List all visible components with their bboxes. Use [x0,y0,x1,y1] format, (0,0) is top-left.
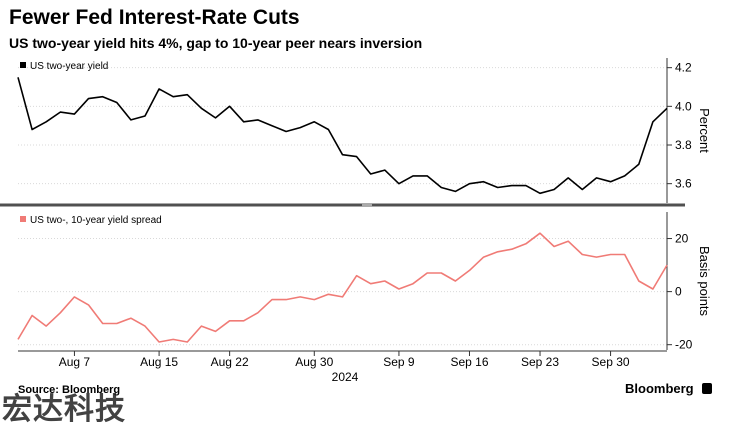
legend: US two-, 10-year yield spread [20,215,162,226]
x-tick-label: Aug 30 [295,355,333,369]
brand-logo: Bloomberg [625,381,694,396]
bloomberg-terminal-icon [702,383,712,394]
legend-label: US two-, 10-year yield spread [30,215,162,226]
y-tick-label: 3.8 [675,138,692,152]
legend-label: US two-year yield [30,61,108,72]
y-tick-label: 20 [675,232,689,246]
yield-spread-line [17,232,668,343]
x-tick-label: Sep 23 [521,355,559,369]
y-axis-title: Percent [697,108,712,153]
y-tick-label: 4.2 [675,61,692,75]
chart-subtitle: US two-year yield hits 4%, gap to 10-yea… [9,35,423,51]
two-year-yield-line [17,77,668,195]
chart-title: Fewer Fed Interest-Rate Cuts [9,6,300,29]
source-note: Source: Bloomberg [18,384,121,396]
x-tick-label: Sep 9 [383,355,415,369]
x-tick-label: Aug 22 [211,355,249,369]
x-axis-year-label: 2024 [332,370,359,384]
divider-handle [362,203,372,207]
y-tick-label: 4.0 [675,99,692,113]
watermark: 宏达科技 [2,392,126,427]
y-axis-title: Basis points [697,246,712,317]
legend-swatch [20,216,26,222]
y-tick-label: 3.6 [675,177,692,191]
x-tick-label: Aug 15 [140,355,178,369]
x-tick-label: Sep 16 [450,355,488,369]
y-tick-label: 0 [675,285,682,299]
x-tick-label: Sep 30 [592,355,630,369]
legend-swatch [20,62,26,68]
y-tick-label: -20 [675,338,693,352]
x-tick-label: Aug 7 [59,355,91,369]
legend: US two-year yield [20,61,108,72]
